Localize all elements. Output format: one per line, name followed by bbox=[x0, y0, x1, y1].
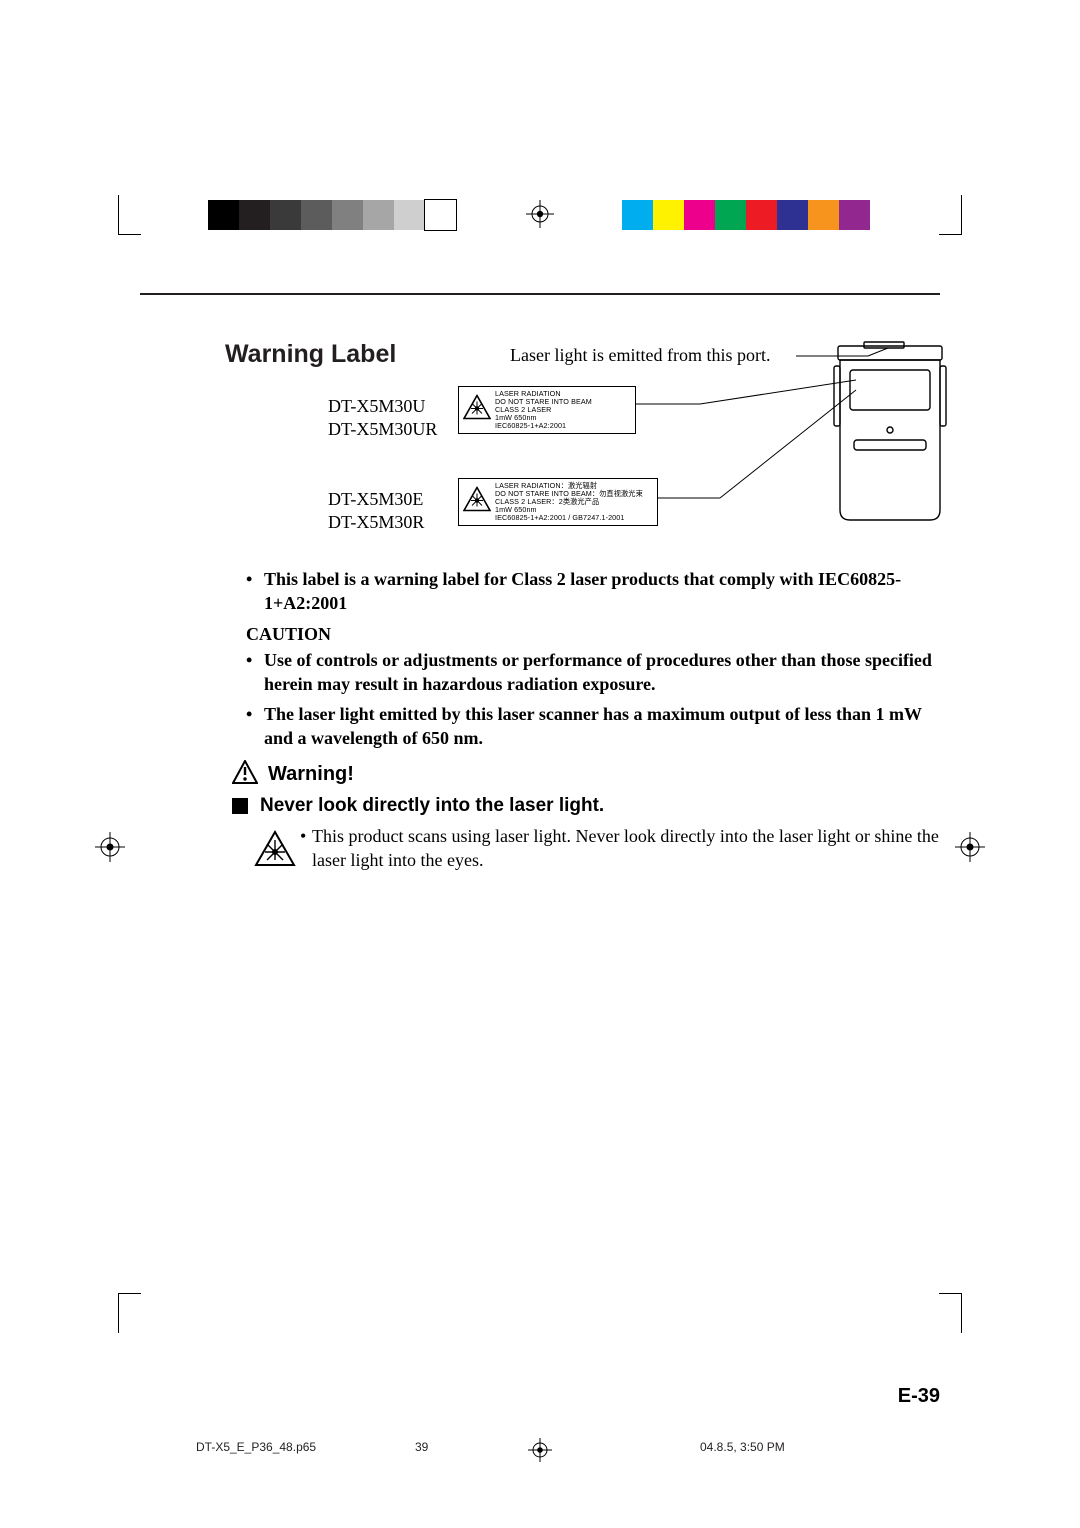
caution-heading: CAUTION bbox=[246, 624, 942, 645]
info-bullets: This label is a warning label for Class … bbox=[246, 568, 942, 757]
warning-heading-row: Warning! bbox=[232, 760, 354, 789]
reg-target-icon bbox=[95, 832, 125, 867]
reg-target-icon bbox=[955, 832, 985, 867]
warning-heading: Warning! bbox=[268, 763, 354, 786]
never-heading: Never look directly into the laser light… bbox=[260, 795, 604, 817]
footer-sheet: 39 bbox=[415, 1440, 428, 1454]
never-row: Never look directly into the laser light… bbox=[232, 795, 604, 817]
bottom-crop-marks bbox=[0, 1291, 1080, 1333]
bullet: Use of controls or adjustments or perfor… bbox=[246, 649, 942, 697]
bullet: This label is a warning label for Class … bbox=[246, 568, 942, 616]
scan-text: This product scans using laser light. Ne… bbox=[262, 824, 942, 873]
warning-triangle-icon bbox=[232, 760, 258, 789]
reg-target-icon bbox=[528, 1438, 552, 1467]
footer-stamp: 04.8.5, 3:50 PM bbox=[700, 1440, 785, 1454]
bullet: The laser light emitted by this laser sc… bbox=[246, 703, 942, 751]
page-number: E-39 bbox=[898, 1385, 940, 1408]
square-bullet-icon bbox=[232, 798, 248, 814]
scan-bullet: This product scans using laser light. Ne… bbox=[262, 824, 942, 873]
footer-file: DT-X5_E_P36_48.p65 bbox=[196, 1440, 316, 1454]
